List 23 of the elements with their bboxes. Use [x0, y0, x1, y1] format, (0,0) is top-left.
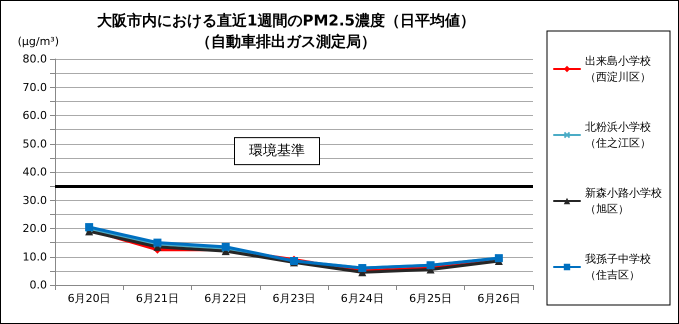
ref-line-label: 環境基準	[249, 143, 305, 160]
x-tick-label: 6月22日	[204, 292, 248, 305]
y-tick-label: 70.0	[22, 80, 47, 94]
x-tick-label: 6月23日	[272, 292, 316, 305]
legend-label: 出来島小学校（西淀川区）	[585, 54, 651, 84]
legend-label: 北粉浜小学校（住之江区）	[585, 120, 651, 150]
y-tick-label: 80.0	[22, 52, 47, 66]
y-axis-title: (μg/m³)	[18, 35, 59, 48]
y-tick-label: 40.0	[22, 166, 47, 178]
x-tick-label: 6月24日	[340, 292, 384, 305]
y-tick-label: 20.0	[22, 222, 47, 235]
chart-title: 大阪市内における直近1週間のPM2.5濃度（日平均値）（自動車排出ガス測定局）	[97, 12, 475, 50]
x-tick-label: 6月26日	[477, 292, 520, 305]
y-tick-label: 30.0	[22, 194, 47, 207]
y-tick-label: 50.0	[22, 137, 47, 150]
legend-label: 新森小路小学校（旭区）	[585, 186, 662, 216]
x-tick-label: 6月21日	[136, 292, 179, 305]
x-tick-label: 6月25日	[409, 292, 452, 305]
y-tick-label: 60.0	[22, 109, 47, 122]
y-tick-label: 10.0	[22, 250, 47, 264]
y-tick-label: 0.0	[30, 278, 47, 292]
x-tick-label: 6月20日	[68, 292, 111, 305]
legend-label: 我孫子中学校（住吉区）	[585, 252, 651, 282]
